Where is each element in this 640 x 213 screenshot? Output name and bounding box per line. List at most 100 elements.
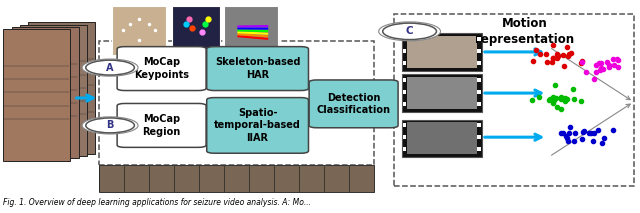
Bar <box>402 75 482 112</box>
Point <box>552 105 562 108</box>
FancyBboxPatch shape <box>117 104 206 147</box>
Point <box>570 131 580 134</box>
Point <box>577 60 588 63</box>
Bar <box>407 77 477 109</box>
Point <box>558 53 568 57</box>
Point <box>613 58 623 62</box>
Point <box>570 140 580 143</box>
Bar <box>224 6 278 55</box>
Point <box>563 139 573 143</box>
Text: Motion
representation: Motion representation <box>476 17 574 46</box>
Bar <box>112 6 166 55</box>
Point <box>556 97 566 101</box>
Point <box>588 131 598 135</box>
Point <box>594 61 604 64</box>
Bar <box>477 124 481 127</box>
Point <box>548 43 559 46</box>
Bar <box>403 78 406 82</box>
Bar <box>12 27 79 158</box>
Bar <box>477 37 481 41</box>
Text: B: B <box>106 120 114 130</box>
Point <box>598 67 609 71</box>
Point <box>543 98 554 102</box>
Point <box>568 97 579 101</box>
FancyBboxPatch shape <box>207 47 308 91</box>
Bar <box>403 135 406 139</box>
Bar <box>477 102 481 106</box>
Bar <box>403 102 406 106</box>
Point <box>568 87 578 90</box>
Point <box>556 108 566 111</box>
Point <box>566 51 576 55</box>
Text: Spatio-
temporal-based
IIAR: Spatio- temporal-based IIAR <box>214 108 301 143</box>
Point <box>549 98 559 102</box>
Point <box>580 70 591 74</box>
Bar <box>99 165 374 192</box>
Point <box>604 63 614 66</box>
Point <box>602 60 612 63</box>
Text: Detection
Classification: Detection Classification <box>317 93 390 115</box>
Point <box>591 71 601 74</box>
Text: Fig. 1. Overview of deep learning applications for seizure video analysis. A: Mo: Fig. 1. Overview of deep learning applic… <box>3 198 311 207</box>
Point <box>607 57 618 61</box>
Bar <box>407 122 477 154</box>
Point <box>548 56 559 60</box>
Circle shape <box>86 118 134 133</box>
Point <box>591 63 601 66</box>
Point <box>559 96 570 100</box>
Bar <box>407 36 477 68</box>
Bar <box>3 29 70 161</box>
Circle shape <box>383 23 436 40</box>
Point <box>556 96 566 99</box>
Text: Skeleton-based
HAR: Skeleton-based HAR <box>215 57 300 80</box>
Text: MoCap
Region: MoCap Region <box>143 114 180 137</box>
Point <box>609 63 620 67</box>
Bar <box>20 25 87 156</box>
Point <box>548 95 558 98</box>
Bar <box>477 90 481 94</box>
Point <box>586 131 596 135</box>
Bar <box>477 135 481 139</box>
Point <box>563 136 573 140</box>
Text: A: A <box>106 63 114 73</box>
Point <box>579 131 589 134</box>
Point <box>597 141 607 145</box>
Bar <box>477 78 481 82</box>
Point <box>599 137 609 140</box>
Point <box>563 55 573 58</box>
Bar <box>477 61 481 65</box>
Point <box>612 57 622 61</box>
Point <box>542 60 552 64</box>
Point <box>593 128 604 131</box>
Point <box>545 97 556 100</box>
Bar <box>403 37 406 41</box>
Point <box>588 139 598 143</box>
Bar <box>403 90 406 94</box>
Point <box>564 125 575 129</box>
Text: MoCap
Keypoints: MoCap Keypoints <box>134 57 189 80</box>
Circle shape <box>82 117 138 134</box>
Point <box>557 131 568 135</box>
Text: C: C <box>406 26 413 36</box>
Point <box>577 137 587 140</box>
Bar <box>28 22 95 154</box>
Point <box>589 78 599 81</box>
Point <box>548 102 558 105</box>
Point <box>559 64 570 67</box>
FancyBboxPatch shape <box>117 47 206 91</box>
Point <box>547 60 557 63</box>
Point <box>550 84 561 87</box>
Point <box>553 54 563 58</box>
Bar <box>477 49 481 53</box>
Point <box>547 96 557 99</box>
Circle shape <box>82 59 138 76</box>
Point <box>550 96 561 99</box>
Point <box>576 99 586 102</box>
Point <box>608 128 618 132</box>
Point <box>556 131 566 135</box>
Bar <box>477 147 481 151</box>
Bar <box>172 6 220 55</box>
Bar <box>403 124 406 127</box>
Point <box>561 134 571 138</box>
Point <box>541 52 551 55</box>
